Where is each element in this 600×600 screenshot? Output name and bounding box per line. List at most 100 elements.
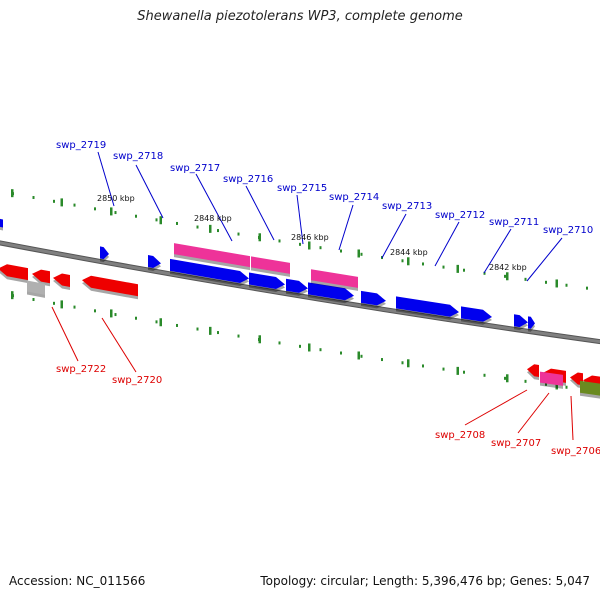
reverse-gene-arrow-body xyxy=(82,275,138,297)
grid-dot xyxy=(524,379,527,383)
grid-dot xyxy=(217,229,219,233)
reverse-olive-box xyxy=(580,380,600,399)
gene-label-swp_2714[interactable]: swp_2714 xyxy=(329,192,379,203)
forward-gene-edge xyxy=(0,218,3,231)
kbp-label-2844: 2844 kbp xyxy=(390,248,428,257)
gene-label-swp_2708[interactable]: swp_2708 xyxy=(435,430,485,441)
grid-dot xyxy=(504,274,506,278)
gene-label-swp_2712[interactable]: swp_2712 xyxy=(435,210,485,221)
gene-label-swp_2711[interactable]: swp_2711 xyxy=(489,217,539,228)
reverse-gene-arrow-body xyxy=(53,273,70,287)
leader-line-forward xyxy=(97,151,115,207)
forward-gene-arrow xyxy=(514,314,528,331)
leader-line-reverse xyxy=(464,389,528,426)
grid-dot xyxy=(463,268,465,272)
leader-line-forward xyxy=(338,204,354,251)
grid-dot xyxy=(114,211,117,215)
forward-gene-arrow xyxy=(308,282,354,304)
grid-dot xyxy=(135,316,137,320)
gene-label-swp_2716[interactable]: swp_2716 xyxy=(223,174,273,185)
forward-rna-box xyxy=(174,243,250,271)
scale-tick xyxy=(159,318,162,327)
forward-gene-arrow xyxy=(528,316,535,332)
grid-dot xyxy=(463,370,465,374)
gene-label-swp_2719[interactable]: swp_2719 xyxy=(56,140,106,151)
grid-dot xyxy=(422,364,424,368)
forward-gene-arrow-body xyxy=(461,306,492,322)
grid-dot xyxy=(442,367,445,371)
forward-gene-arrow-body xyxy=(396,296,459,317)
scale-tick xyxy=(60,300,63,309)
reverse-gene-arrow xyxy=(82,275,138,300)
reverse-gene-arrow-body xyxy=(32,269,50,284)
reverse-gene-arrow xyxy=(527,364,539,380)
forward-gene-arrow-body xyxy=(170,258,249,283)
grid-dot xyxy=(299,344,301,348)
scale-tick xyxy=(407,257,410,266)
forward-gene-arrow-body xyxy=(528,316,535,329)
reverse-rna-box xyxy=(540,371,563,389)
scale-tick xyxy=(555,279,558,288)
scale-tick xyxy=(209,326,212,335)
gene-label-swp_2718[interactable]: swp_2718 xyxy=(113,151,163,162)
grid-dot xyxy=(360,354,363,358)
forward-gene-arrow xyxy=(361,290,386,309)
scale-tick xyxy=(456,366,459,375)
grid-dot xyxy=(32,196,35,200)
gene-label-swp_2722[interactable]: swp_2722 xyxy=(56,364,106,375)
gene-label-swp_2715[interactable]: swp_2715 xyxy=(277,183,327,194)
reverse-gene-arrow-body xyxy=(527,364,539,377)
forward-rna-box-body xyxy=(174,243,250,268)
page-title: Shewanella piezotolerans WP3, complete g… xyxy=(137,9,463,24)
leader-line-forward xyxy=(135,164,164,219)
grid-dot xyxy=(176,323,178,327)
forward-gene-arrow-body xyxy=(100,246,109,260)
leader-line-forward xyxy=(526,237,563,282)
forward-gene-arrow-body xyxy=(249,272,285,290)
gene-label-swp_2706[interactable]: swp_2706 xyxy=(551,446,600,457)
kbp-label-2842: 2842 kbp xyxy=(489,263,527,272)
grid-dot xyxy=(565,283,568,287)
grid-dot xyxy=(94,309,96,313)
grid-dot xyxy=(319,246,322,250)
scale-tick xyxy=(258,233,261,242)
forward-gene-arrow xyxy=(249,272,285,293)
scale-tick xyxy=(11,189,14,198)
scale-tick xyxy=(506,374,509,383)
gene-label-swp_2707[interactable]: swp_2707 xyxy=(491,438,541,449)
reverse-gene-arrow xyxy=(570,372,583,389)
reverse-gene-arrow-body xyxy=(0,264,28,281)
forward-gene-arrow xyxy=(148,255,161,271)
reverse-gene-arrow xyxy=(53,273,70,290)
gene-label-swp_2710[interactable]: swp_2710 xyxy=(543,225,593,236)
scale-tick xyxy=(159,216,162,225)
leader-line-forward xyxy=(245,185,275,241)
leader-line-reverse xyxy=(51,306,79,362)
scale-tick xyxy=(308,343,311,352)
forward-rna-box-body xyxy=(311,269,358,288)
grid-dot xyxy=(94,207,96,211)
forward-gene-arrow-body xyxy=(361,290,386,306)
scale-tick xyxy=(258,335,261,344)
grid-dot xyxy=(32,298,35,302)
forward-rna-box xyxy=(251,256,290,277)
grid-dot xyxy=(586,286,588,290)
label-leader-lines xyxy=(51,151,574,441)
forward-gene-arrow-body xyxy=(148,255,161,268)
leader-line-forward xyxy=(381,213,407,259)
reverse-grey-box-body xyxy=(27,280,45,295)
leader-line-forward xyxy=(195,173,233,242)
reverse-gene-arrow xyxy=(32,269,50,287)
scale-tick xyxy=(60,198,63,207)
gene-label-swp_2717[interactable]: swp_2717 xyxy=(170,163,220,174)
backbone-line xyxy=(0,241,600,344)
gene-label-swp_2713[interactable]: swp_2713 xyxy=(382,201,432,212)
leader-line-reverse xyxy=(101,317,137,373)
gene-label-swp_2720[interactable]: swp_2720 xyxy=(112,375,162,386)
grid-dot xyxy=(524,277,527,281)
grid-dot xyxy=(545,280,547,284)
leader-line-reverse xyxy=(517,392,550,434)
grid-dot xyxy=(299,242,301,246)
forward-gene-arrow-body xyxy=(514,314,528,328)
scale-tick xyxy=(308,241,311,250)
